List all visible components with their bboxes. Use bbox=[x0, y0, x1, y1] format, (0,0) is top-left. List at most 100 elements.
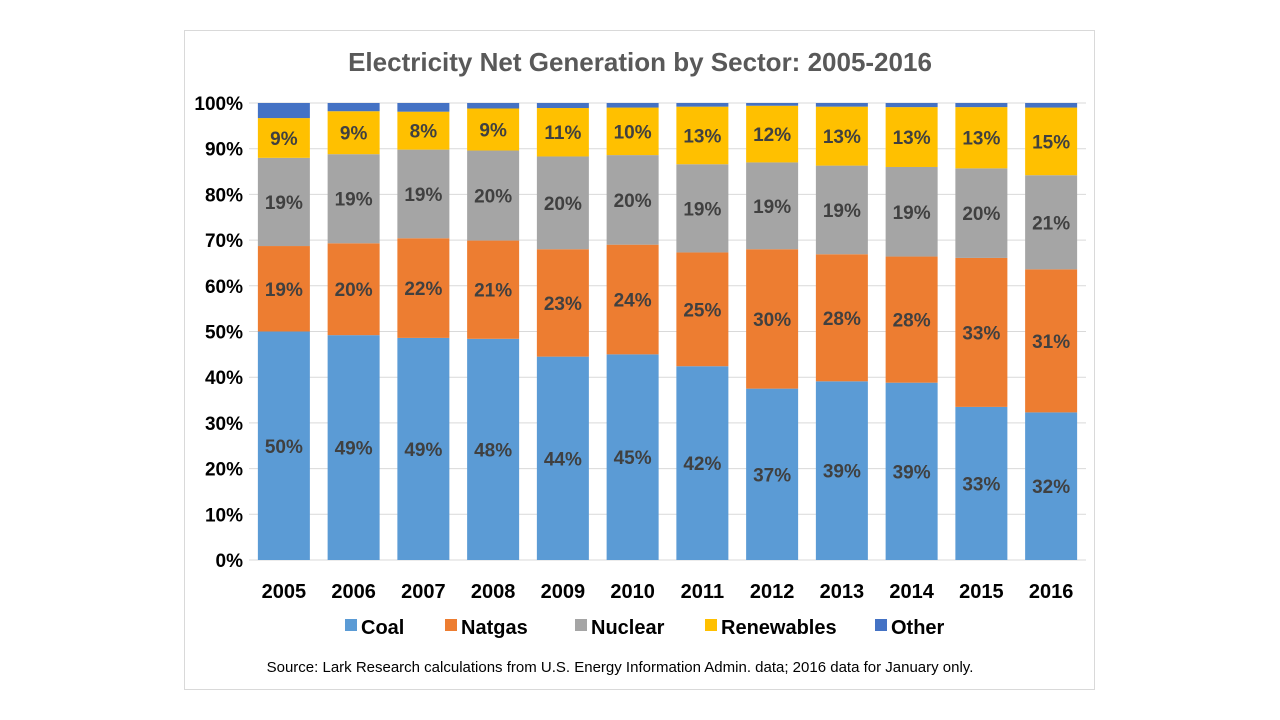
y-tick-label: 80% bbox=[205, 185, 243, 206]
bar-segment-renewables bbox=[746, 105, 799, 163]
legend-label: Other bbox=[891, 617, 945, 639]
data-label: 13% bbox=[683, 126, 721, 147]
data-label: 21% bbox=[1032, 213, 1070, 234]
bar-segment-nuclear bbox=[257, 157, 310, 247]
data-label: 28% bbox=[823, 309, 861, 330]
data-label: 9% bbox=[270, 129, 298, 150]
data-label: 8% bbox=[410, 122, 438, 143]
bar-segment-other bbox=[536, 103, 589, 109]
data-label: 24% bbox=[614, 291, 652, 312]
y-tick-label: 100% bbox=[194, 94, 243, 115]
legend-label: Coal bbox=[361, 617, 404, 639]
legend-swatch bbox=[875, 619, 887, 631]
x-category-label: 2013 bbox=[820, 581, 865, 603]
bar-segment-natgas bbox=[1025, 269, 1078, 413]
x-category-label: 2012 bbox=[750, 581, 795, 603]
y-tick-label: 40% bbox=[205, 368, 243, 389]
bar-segment-other bbox=[1025, 103, 1078, 108]
bar-segment-other bbox=[257, 103, 310, 119]
data-label: 39% bbox=[823, 462, 861, 483]
data-label: 19% bbox=[404, 185, 442, 206]
data-label: 20% bbox=[614, 191, 652, 212]
x-category-label: 2008 bbox=[471, 581, 516, 603]
bar-segment-renewables bbox=[885, 107, 938, 167]
bar-segment-renewables bbox=[257, 118, 310, 158]
x-category-label: 2005 bbox=[262, 581, 307, 603]
legend-item-coal: Coal bbox=[345, 617, 404, 639]
bar-segment-other bbox=[606, 103, 659, 108]
bar-segment-coal bbox=[606, 354, 659, 560]
bar-segment-nuclear bbox=[606, 155, 659, 245]
bar-segment-natgas bbox=[606, 244, 659, 355]
bar-segment-renewables bbox=[815, 106, 868, 166]
legend-label: Nuclear bbox=[591, 617, 665, 639]
legend-swatch bbox=[575, 619, 587, 631]
bar-segment-natgas bbox=[955, 257, 1008, 407]
y-tick-label: 70% bbox=[205, 231, 243, 252]
data-label: 10% bbox=[614, 122, 652, 143]
bar-segment-coal bbox=[327, 335, 380, 560]
y-tick-label: 20% bbox=[205, 460, 243, 481]
bar-segment-coal bbox=[746, 388, 799, 560]
legend-item-natgas: Natgas bbox=[445, 617, 528, 639]
bar-segment-natgas bbox=[815, 254, 868, 382]
y-tick-label: 0% bbox=[216, 551, 244, 572]
legend: Coal Natgas Nuclear Renewables Other bbox=[345, 617, 945, 639]
y-tick-label: 50% bbox=[205, 323, 243, 344]
data-label: 44% bbox=[544, 449, 582, 470]
bar-segment-other bbox=[955, 103, 1008, 108]
data-label: 19% bbox=[753, 197, 791, 218]
bar-segment-nuclear bbox=[1025, 175, 1078, 270]
bar-segment-nuclear bbox=[397, 149, 450, 239]
data-label: 19% bbox=[683, 199, 721, 220]
bar-segment-renewables bbox=[536, 108, 589, 157]
bar-segment-coal bbox=[815, 381, 868, 560]
x-category-label: 2014 bbox=[889, 581, 934, 603]
bar-segment-other bbox=[467, 103, 520, 109]
data-label: 21% bbox=[474, 281, 512, 302]
x-axis-categories: 2005 2006 2007 2008 2009 2010 2011 2012 2013 2014… bbox=[262, 581, 1074, 603]
legend-item-nuclear: Nuclear bbox=[575, 617, 665, 639]
bar-segment-natgas bbox=[885, 256, 938, 383]
bar-segment-nuclear bbox=[955, 168, 1008, 258]
bar-segment-other bbox=[885, 103, 938, 108]
data-label: 13% bbox=[962, 129, 1000, 150]
data-label: 23% bbox=[544, 294, 582, 315]
data-label: 11% bbox=[544, 123, 581, 144]
bar-segment-coal bbox=[676, 366, 729, 560]
bar-segment-nuclear bbox=[467, 150, 520, 241]
bar-segment-natgas bbox=[257, 246, 310, 332]
bar-segment-renewables bbox=[676, 106, 729, 165]
legend-swatch bbox=[705, 619, 717, 631]
x-category-label: 2016 bbox=[1029, 581, 1074, 603]
data-label: 33% bbox=[962, 474, 1000, 495]
bar-segment-coal bbox=[885, 382, 938, 560]
bar-segment-renewables bbox=[606, 107, 659, 156]
data-label: 20% bbox=[962, 204, 1000, 225]
y-tick-label: 30% bbox=[205, 414, 243, 435]
data-label: 31% bbox=[1032, 332, 1070, 353]
data-label: 42% bbox=[683, 454, 721, 475]
bar-segment-nuclear bbox=[815, 165, 868, 255]
data-label: 32% bbox=[1032, 477, 1070, 498]
data-label: 20% bbox=[335, 280, 373, 301]
chart-frame: Electricity Net Generation by Sector: 20… bbox=[184, 30, 1095, 690]
bar-segment-coal bbox=[397, 337, 450, 560]
y-tick-label: 90% bbox=[205, 140, 243, 161]
bar-segment-nuclear bbox=[885, 166, 938, 257]
bar-segment-coal bbox=[467, 338, 520, 560]
bars bbox=[257, 103, 1078, 560]
bar-segment-renewables bbox=[955, 107, 1008, 169]
bar-segment-natgas bbox=[397, 238, 450, 338]
legend-label: Renewables bbox=[721, 617, 837, 639]
legend-item-other: Other bbox=[875, 617, 945, 639]
data-labels: 50% 19% 19% 9% 49% 20% 19% 9% 49% 22% 19% 8% 48% 21% 2… bbox=[265, 121, 1070, 499]
bar-segment-other bbox=[397, 103, 450, 112]
data-label: 20% bbox=[544, 194, 582, 215]
data-label: 30% bbox=[753, 310, 791, 331]
bar-segment-natgas bbox=[746, 249, 799, 389]
gridlines bbox=[249, 102, 1086, 561]
bar-segment-natgas bbox=[676, 252, 729, 367]
bar-segment-other bbox=[746, 103, 799, 106]
x-category-label: 2011 bbox=[681, 581, 724, 603]
